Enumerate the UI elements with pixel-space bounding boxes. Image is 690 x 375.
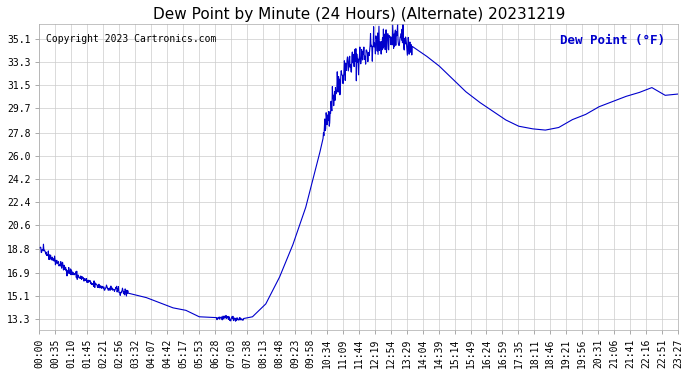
Text: Dew Point (°F): Dew Point (°F) — [560, 34, 665, 46]
Text: Copyright 2023 Cartronics.com: Copyright 2023 Cartronics.com — [46, 34, 216, 44]
Title: Dew Point by Minute (24 Hours) (Alternate) 20231219: Dew Point by Minute (24 Hours) (Alternat… — [152, 7, 565, 22]
